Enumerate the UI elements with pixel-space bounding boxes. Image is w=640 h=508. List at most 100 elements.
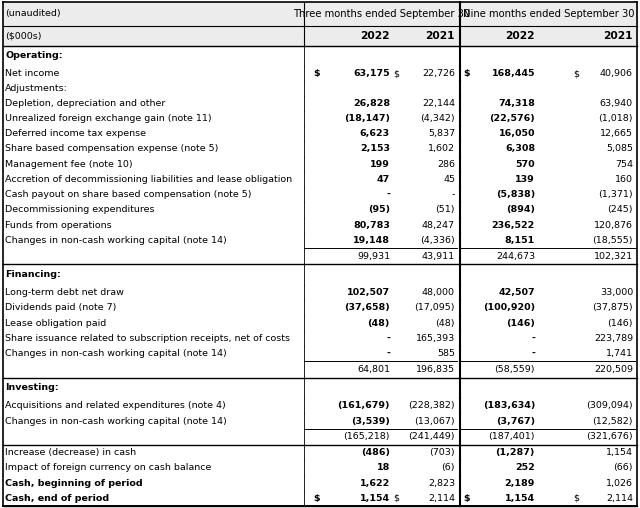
Text: 5,837: 5,837 — [428, 129, 455, 138]
Text: (18,555): (18,555) — [593, 236, 633, 245]
Text: 2022: 2022 — [360, 31, 390, 41]
Text: 102,507: 102,507 — [347, 288, 390, 297]
Text: (48): (48) — [435, 319, 455, 328]
Text: 42,507: 42,507 — [499, 288, 535, 297]
Text: (1,287): (1,287) — [495, 448, 535, 457]
Text: $: $ — [463, 70, 470, 78]
Text: 5,085: 5,085 — [606, 144, 633, 153]
Text: 286: 286 — [437, 160, 455, 169]
Text: (58,559): (58,559) — [495, 365, 535, 374]
Text: 2,114: 2,114 — [606, 494, 633, 503]
Text: (12,582): (12,582) — [593, 417, 633, 426]
Text: 1,622: 1,622 — [360, 479, 390, 488]
Text: Accretion of decommissioning liabilities and lease obligation: Accretion of decommissioning liabilities… — [5, 175, 292, 184]
Text: 45: 45 — [443, 175, 455, 184]
Text: Changes in non-cash working capital (note 14): Changes in non-cash working capital (not… — [5, 417, 227, 426]
Text: 196,835: 196,835 — [416, 365, 455, 374]
Text: (100,920): (100,920) — [483, 303, 535, 312]
Text: (3,539): (3,539) — [351, 417, 390, 426]
Text: (37,658): (37,658) — [344, 303, 390, 312]
Text: 1,602: 1,602 — [428, 144, 455, 153]
Text: 139: 139 — [515, 175, 535, 184]
Text: Adjustments:: Adjustments: — [5, 84, 68, 93]
Text: -: - — [386, 334, 390, 343]
Text: 2,114: 2,114 — [428, 494, 455, 503]
Text: 585: 585 — [437, 349, 455, 358]
Text: Cash, end of period: Cash, end of period — [5, 494, 109, 503]
Text: $: $ — [573, 70, 579, 78]
Text: (161,679): (161,679) — [337, 401, 390, 410]
Text: Three months ended September 30: Three months ended September 30 — [293, 9, 470, 19]
Text: 6,623: 6,623 — [360, 129, 390, 138]
Text: -: - — [452, 190, 455, 199]
Text: 6,308: 6,308 — [505, 144, 535, 153]
Text: (241,449): (241,449) — [408, 432, 455, 441]
Text: 2022: 2022 — [506, 31, 535, 41]
Text: (17,095): (17,095) — [415, 303, 455, 312]
Text: $: $ — [313, 494, 319, 503]
Text: (245): (245) — [607, 205, 633, 214]
Text: (1,371): (1,371) — [598, 190, 633, 199]
Text: Management fee (note 10): Management fee (note 10) — [5, 160, 132, 169]
Text: (1,018): (1,018) — [598, 114, 633, 123]
Text: Dividends paid (note 7): Dividends paid (note 7) — [5, 303, 116, 312]
Text: 47: 47 — [377, 175, 390, 184]
Text: (183,634): (183,634) — [483, 401, 535, 410]
Text: 754: 754 — [615, 160, 633, 169]
Text: Decommissioning expenditures: Decommissioning expenditures — [5, 205, 154, 214]
Text: 223,789: 223,789 — [594, 334, 633, 343]
Text: (95): (95) — [368, 205, 390, 214]
Text: 48,000: 48,000 — [422, 288, 455, 297]
Text: 33,000: 33,000 — [600, 288, 633, 297]
Text: 236,522: 236,522 — [492, 220, 535, 230]
Text: 22,726: 22,726 — [422, 70, 455, 78]
Text: (51): (51) — [435, 205, 455, 214]
Text: 99,931: 99,931 — [357, 251, 390, 261]
Text: Increase (decrease) in cash: Increase (decrease) in cash — [5, 448, 136, 457]
Text: 1,154: 1,154 — [606, 448, 633, 457]
Text: Impact of foreign currency on cash balance: Impact of foreign currency on cash balan… — [5, 463, 211, 472]
Text: Cash, beginning of period: Cash, beginning of period — [5, 479, 143, 488]
Text: 2021: 2021 — [426, 31, 455, 41]
Text: Financing:: Financing: — [5, 270, 61, 279]
Text: Share based compensation expense (note 5): Share based compensation expense (note 5… — [5, 144, 218, 153]
Text: (4,342): (4,342) — [420, 114, 455, 123]
Text: 120,876: 120,876 — [594, 220, 633, 230]
Text: 8,151: 8,151 — [505, 236, 535, 245]
Text: -: - — [386, 349, 390, 358]
Text: (22,576): (22,576) — [489, 114, 535, 123]
Text: -: - — [386, 190, 390, 199]
Text: 12,665: 12,665 — [600, 129, 633, 138]
Text: 16,050: 16,050 — [499, 129, 535, 138]
Text: Operating:: Operating: — [5, 51, 63, 60]
Text: $: $ — [463, 494, 470, 503]
Text: (unaudited): (unaudited) — [5, 10, 61, 18]
Text: Lease obligation paid: Lease obligation paid — [5, 319, 106, 328]
Text: 63,940: 63,940 — [600, 99, 633, 108]
Bar — [3, 26, 637, 46]
Text: ($000s): ($000s) — [5, 31, 42, 40]
Text: 1,741: 1,741 — [606, 349, 633, 358]
Text: Depletion, depreciation and other: Depletion, depreciation and other — [5, 99, 165, 108]
Text: $: $ — [393, 70, 399, 78]
Text: 252: 252 — [515, 463, 535, 472]
Text: 160: 160 — [615, 175, 633, 184]
Text: 220,509: 220,509 — [594, 365, 633, 374]
Text: 74,318: 74,318 — [498, 99, 535, 108]
Text: 2,153: 2,153 — [360, 144, 390, 153]
Text: Changes in non-cash working capital (note 14): Changes in non-cash working capital (not… — [5, 349, 227, 358]
Text: -: - — [531, 334, 535, 343]
Text: 19,148: 19,148 — [353, 236, 390, 245]
Text: (146): (146) — [506, 319, 535, 328]
Text: (321,676): (321,676) — [586, 432, 633, 441]
Text: 1,154: 1,154 — [505, 494, 535, 503]
Text: (5,838): (5,838) — [496, 190, 535, 199]
Text: (48): (48) — [367, 319, 390, 328]
Text: (228,382): (228,382) — [408, 401, 455, 410]
Text: 18: 18 — [376, 463, 390, 472]
Text: 2021: 2021 — [604, 31, 633, 41]
Text: $: $ — [393, 494, 399, 503]
Text: 165,393: 165,393 — [416, 334, 455, 343]
Text: 570: 570 — [515, 160, 535, 169]
Text: 199: 199 — [370, 160, 390, 169]
